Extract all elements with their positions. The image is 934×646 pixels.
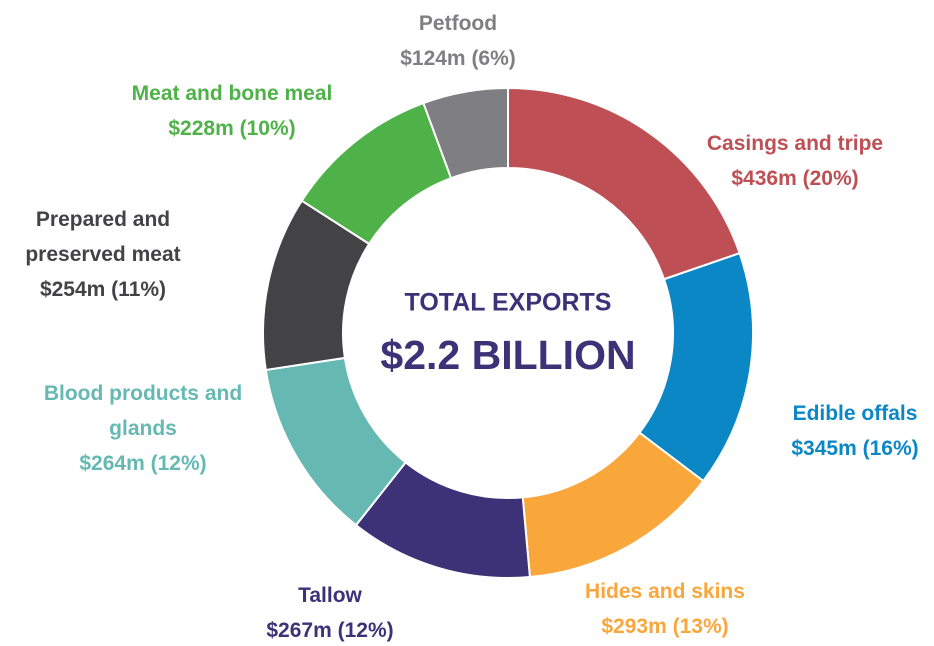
value-label: $267m (12%): [266, 619, 394, 642]
slice: [422, 86, 509, 180]
value-label: $124m (6%): [400, 47, 516, 70]
value-label: $228m (10%): [168, 117, 296, 140]
value-label: $345m (16%): [791, 437, 919, 460]
slice-label: Edible offals $345m (16%): [725, 396, 934, 466]
slice-label: Hides and skins $293m (13%): [515, 574, 815, 644]
category-name: Prepared and preserved meat: [25, 208, 181, 266]
value-label: $436m (20%): [731, 167, 859, 190]
category-name: Hides and skins: [585, 580, 745, 603]
slice-label: Prepared and preserved meat $254m (11%): [1, 202, 206, 307]
category-name: Casings and tripe: [706, 132, 884, 155]
category-name: Edible offals: [792, 402, 918, 425]
value-label: $254m (11%): [39, 278, 167, 301]
slice-label: Casings and tripe $436m (20%): [645, 126, 934, 196]
value-label: $293m (13%): [601, 615, 729, 638]
category-name: Meat and bone meal: [131, 82, 333, 105]
center-title: TOTAL EXPORTS: [405, 289, 612, 317]
category-name: Blood products and glands: [43, 382, 243, 440]
slice-label: Blood products and glands $264m (12%): [38, 376, 248, 481]
category-name: Petfood: [418, 12, 498, 35]
value-label: $264m (12%): [79, 452, 207, 475]
slices: [262, 86, 754, 579]
slice-label: Meat and bone meal $228m (10%): [82, 76, 382, 146]
category-name: Tallow: [298, 584, 362, 607]
slice-label: Tallow $267m (12%): [200, 578, 460, 646]
center-total: $2.2 BILLION: [380, 332, 635, 378]
slice-label: Petfood $124m (6%): [328, 6, 588, 76]
